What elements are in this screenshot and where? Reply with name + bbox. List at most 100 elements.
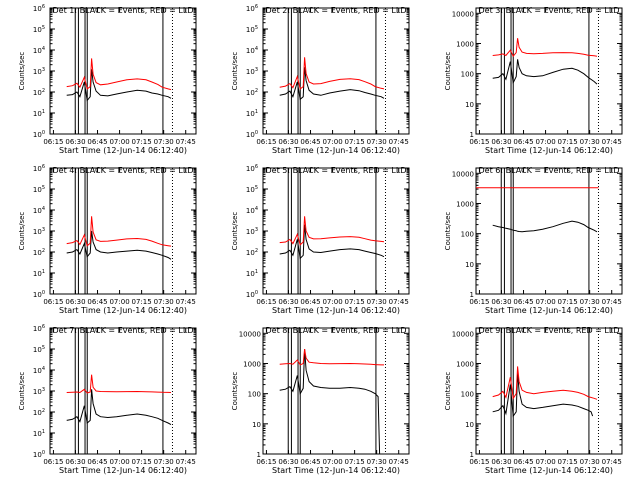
x-axis-label: Start Time (12-Jun-14 06:12:40)	[59, 466, 187, 475]
y-tick-label: 105	[246, 25, 258, 34]
plot-frame	[475, 7, 623, 135]
x-tick-label: 07:45	[389, 458, 409, 466]
x-tick-label: 07:15	[132, 138, 152, 146]
y-tick-label: 102	[246, 248, 258, 257]
y-tick-label: 102	[246, 88, 258, 97]
lld-series-line	[279, 216, 385, 246]
y-tick-label: 100	[246, 130, 258, 139]
x-tick-label: 07:15	[558, 458, 578, 466]
x-tick-label: 07:00	[109, 458, 129, 466]
x-tick-label: 07:45	[602, 298, 622, 306]
y-tick-label: 1	[470, 291, 474, 299]
panel-title: Det 3: BLACK = Events, RED = LLD	[479, 6, 620, 15]
y-tick-label: 105	[246, 185, 258, 194]
x-tick-label: 07:45	[389, 138, 409, 146]
x-tick-label: 06:45	[300, 458, 320, 466]
x-tick-label: 07:00	[535, 458, 555, 466]
x-tick-label: 07:30	[580, 298, 600, 306]
x-tick-label: 06:45	[300, 298, 320, 306]
events-series-line	[492, 220, 598, 233]
x-tick-label: 07:15	[558, 298, 578, 306]
x-axis-label: Start Time (12-Jun-14 06:12:40)	[485, 146, 613, 155]
x-tick-label: 07:30	[580, 458, 600, 466]
x-tick-label: 07:45	[176, 298, 196, 306]
panel-title: Det 8: BLACK = Events, RED = LLD	[266, 326, 407, 335]
x-tick-label: 07:00	[322, 458, 342, 466]
detector-panel: Det 7: BLACK = Events, RED = LLD 06:15 06:…	[18, 324, 197, 475]
y-tick-label: 103	[246, 67, 258, 76]
x-tick-label: 07:45	[602, 138, 622, 146]
y-tick-label: 104	[33, 206, 45, 215]
y-axis-label: Counts/sec	[18, 52, 26, 91]
x-tick-label: 06:45	[87, 138, 107, 146]
plot-frame	[475, 167, 623, 295]
x-tick-label: 07:00	[322, 138, 342, 146]
y-tick-label: 103	[246, 227, 258, 236]
x-tick-label: 06:15	[43, 298, 63, 306]
panel-title: Det 5: BLACK = Events, RED = LLD	[266, 166, 407, 175]
x-tick-label: 06:45	[87, 298, 107, 306]
y-tick-label: 104	[246, 46, 258, 55]
x-tick-label: 06:30	[278, 298, 298, 306]
y-tick-label: 100	[246, 290, 258, 299]
lld-series-line	[492, 38, 598, 58]
x-tick-label: 07:30	[580, 138, 600, 146]
y-tick-label: 102	[33, 88, 45, 97]
panel-title: Det 6: BLACK = Events, RED = LLD	[479, 166, 620, 175]
y-tick-label: 1	[470, 131, 474, 139]
plot-frame	[475, 327, 623, 455]
y-tick-label: 100	[461, 231, 474, 239]
y-axis-label: Counts/sec	[444, 212, 452, 251]
x-tick-label: 07:00	[535, 138, 555, 146]
y-axis-label: Counts/sec	[444, 52, 452, 91]
panel-title: Det 2: BLACK = Events, RED = LLD	[266, 6, 407, 15]
y-tick-label: 100	[33, 290, 45, 299]
y-tick-label: 100	[33, 450, 45, 459]
y-axis-label: Counts/sec	[444, 372, 452, 411]
lld-series-line	[279, 57, 385, 90]
x-tick-label: 06:15	[469, 138, 489, 146]
events-series-line	[66, 230, 172, 260]
x-tick-label: 06:15	[256, 458, 276, 466]
y-tick-label: 1	[257, 451, 261, 459]
events-series-line	[492, 372, 594, 418]
y-tick-label: 104	[33, 366, 45, 375]
plot-frame	[49, 167, 197, 295]
x-axis-label: Start Time (12-Jun-14 06:12:40)	[59, 306, 187, 315]
x-tick-label: 06:15	[43, 458, 63, 466]
plot-frame	[49, 327, 197, 455]
y-tick-label: 104	[33, 46, 45, 55]
x-tick-label: 07:45	[602, 458, 622, 466]
y-tick-label: 1000	[243, 360, 261, 368]
y-tick-label: 10	[465, 421, 474, 429]
panel-title: Det 7: BLACK = Events, RED = LLD	[53, 326, 194, 335]
x-tick-label: 06:30	[278, 458, 298, 466]
panel-title: Det 4: BLACK = Events, RED = LLD	[53, 166, 194, 175]
x-tick-label: 06:30	[278, 138, 298, 146]
y-tick-label: 105	[33, 345, 45, 354]
x-axis-label: Start Time (12-Jun-14 06:12:40)	[272, 146, 400, 155]
x-tick-label: 07:30	[154, 298, 174, 306]
x-tick-label: 07:15	[345, 458, 365, 466]
x-tick-label: 06:30	[65, 458, 85, 466]
y-tick-label: 1000	[456, 200, 474, 208]
x-tick-label: 06:15	[256, 298, 276, 306]
y-axis-label: Counts/sec	[18, 372, 26, 411]
y-tick-label: 10	[465, 101, 474, 109]
events-series-line	[66, 69, 172, 102]
lld-series-line	[492, 366, 598, 400]
y-tick-label: 101	[246, 109, 258, 118]
y-tick-label: 101	[33, 429, 45, 438]
y-tick-label: 106	[246, 4, 258, 13]
x-tick-label: 07:15	[132, 458, 152, 466]
x-axis-label: Start Time (12-Jun-14 06:12:40)	[272, 466, 400, 475]
x-tick-label: 07:15	[345, 138, 365, 146]
y-tick-label: 103	[33, 67, 45, 76]
x-tick-label: 06:30	[491, 298, 511, 306]
y-tick-label: 106	[33, 324, 45, 333]
